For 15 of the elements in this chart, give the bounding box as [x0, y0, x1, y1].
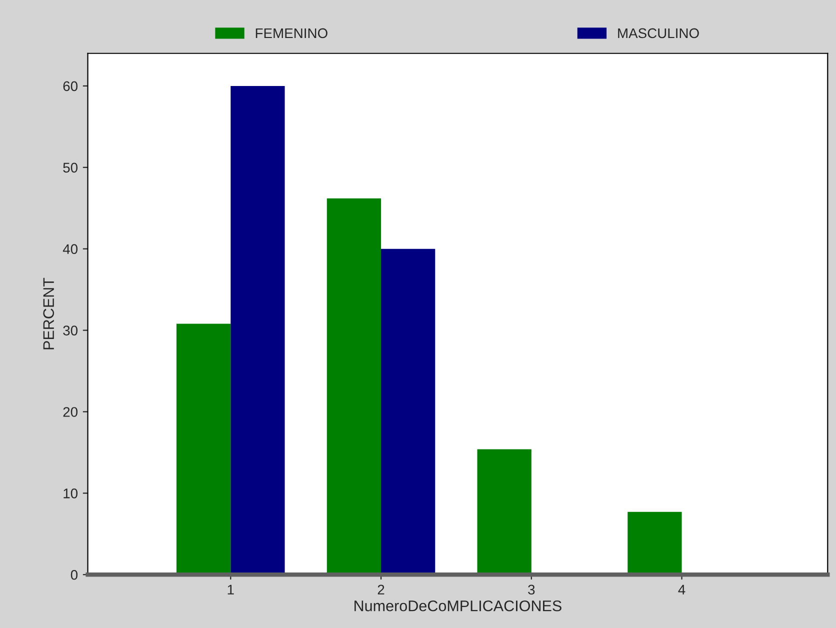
y-axis-title: PERCENT: [43, 278, 54, 350]
y-tick-label: 40: [62, 244, 78, 254]
x-tick-label: 4: [678, 584, 686, 594]
y-tick-label: 60: [63, 81, 78, 92]
x-axis-title: NumeroDeCoMPLICACIONES: [354, 600, 562, 612]
legend-label: FEMENINO: [256, 28, 328, 38]
y-tick-label: 20: [63, 407, 78, 417]
y-tick-label: 10: [64, 488, 78, 498]
x-tick-label: 2: [378, 584, 384, 594]
legend-label: MASCULINO: [618, 28, 699, 38]
x-tick-label: 3: [528, 584, 535, 595]
y-tick-label: 30: [63, 326, 78, 336]
y-tick-label: 50: [63, 162, 78, 173]
y-tick-label: 0: [70, 570, 78, 580]
x-tick-label: 1: [228, 584, 234, 594]
